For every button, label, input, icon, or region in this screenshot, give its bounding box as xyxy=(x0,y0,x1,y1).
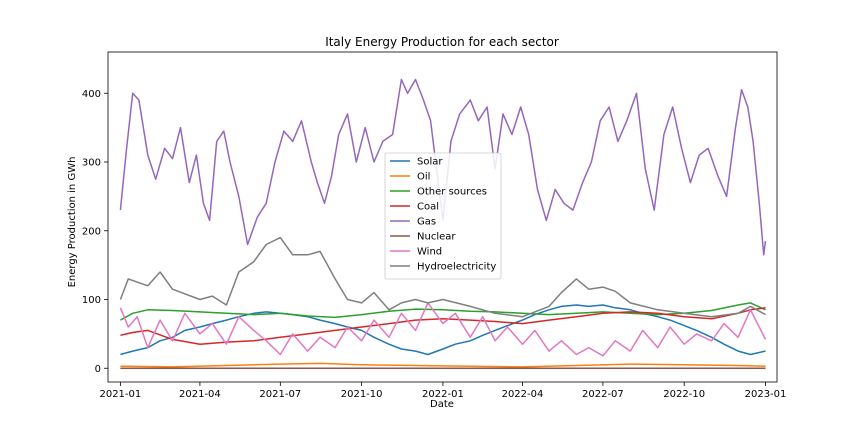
y-tick-label: 300 xyxy=(82,158,101,169)
legend-label-oil: Oil xyxy=(417,172,430,183)
x-axis-label: Date xyxy=(430,399,454,410)
x-tick-label: 2022-01 xyxy=(422,389,464,400)
legend-label-other-sources: Other sources xyxy=(417,187,487,198)
x-tick-label: 2021-10 xyxy=(341,389,383,400)
x-tick-label: 2022-04 xyxy=(502,389,544,400)
series-line-oil xyxy=(120,362,766,368)
plot-area xyxy=(119,78,767,370)
plot-frame xyxy=(107,51,778,383)
y-axis: 0 100 200 300 400 xyxy=(82,89,108,375)
legend: Solar Oil Other sources Coal Gas Nuclear Wind H… xyxy=(384,152,502,280)
series-line-wind xyxy=(119,302,767,357)
legend-label-wind: Wind xyxy=(417,247,442,258)
y-tick-label: 0 xyxy=(95,364,101,375)
x-tick-label: 2022-07 xyxy=(582,389,624,400)
series-line-hydroelectricity xyxy=(119,236,766,318)
series-line-other-sources xyxy=(120,302,766,321)
chart-title: Italy Energy Production for each sector xyxy=(325,35,559,49)
series-line-solar xyxy=(120,304,766,356)
legend-label-nuclear: Nuclear xyxy=(417,232,456,243)
y-tick-label: 400 xyxy=(82,89,101,100)
legend-box xyxy=(384,152,502,280)
x-tick-label: 2021-07 xyxy=(259,389,301,400)
x-axis: 2021-01 2021-04 2021-07 2021-10 2022-01 2022-… xyxy=(99,382,786,400)
y-axis-label: Energy Production in GWh xyxy=(67,157,78,288)
legend-label-coal: Coal xyxy=(417,202,439,213)
series-line-coal xyxy=(120,307,766,345)
y-tick-label: 100 xyxy=(82,295,101,306)
legend-label-gas: Gas xyxy=(417,217,436,228)
y-tick-label: 200 xyxy=(82,226,101,237)
x-tick-label: 2021-04 xyxy=(179,389,221,400)
x-tick-label: 2023-01 xyxy=(745,389,787,400)
x-tick-label: 2022-10 xyxy=(663,389,705,400)
legend-label-hydroelectricity: Hydroelectricity xyxy=(417,262,496,273)
x-tick-label: 2021-01 xyxy=(99,389,141,400)
legend-label-solar: Solar xyxy=(417,157,443,168)
